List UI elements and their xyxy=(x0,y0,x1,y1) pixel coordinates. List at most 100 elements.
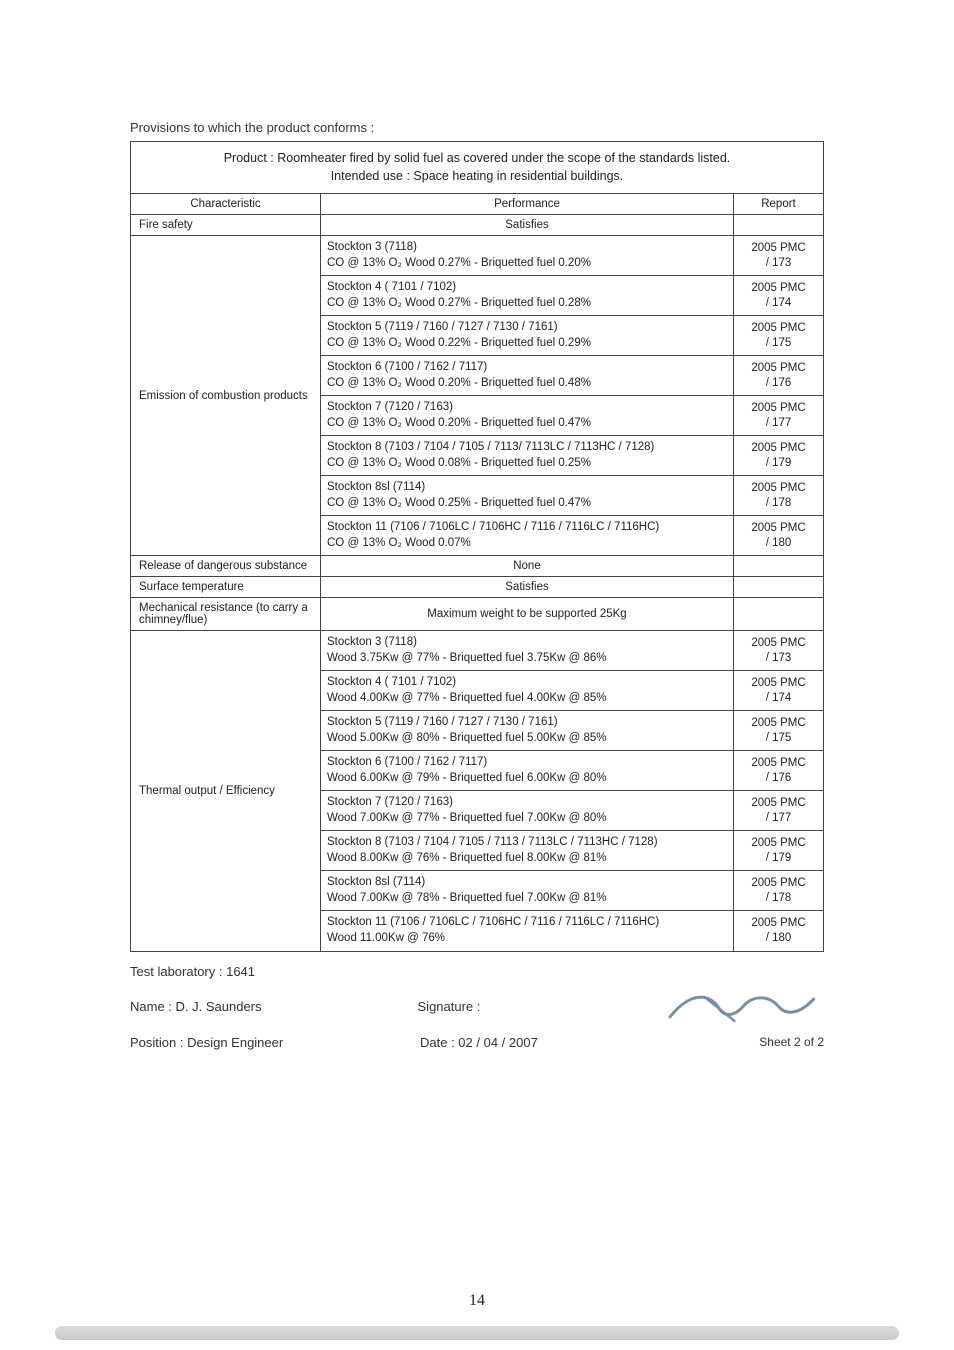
product-header-line2: Intended use : Space heating in resident… xyxy=(331,169,624,183)
mechanical-report xyxy=(733,598,823,631)
thermal-perf-3: Stockton 6 (7100 / 7162 / 7117) Wood 6.0… xyxy=(321,751,734,791)
signer-name: Name : D. J. Saunders xyxy=(130,999,418,1014)
cell-line: / 173 xyxy=(766,652,792,664)
thermal-perf-1: Stockton 4 ( 7101 / 7102) Wood 4.00Kw @ … xyxy=(321,671,734,711)
cell-line: / 178 xyxy=(766,892,792,904)
cell-line: CO @ 13% O₂ Wood 0.27% - Briquetted fuel… xyxy=(327,297,591,309)
emission-perf-4: Stockton 7 (7120 / 7163) CO @ 13% O₂ Woo… xyxy=(321,396,734,436)
cell-line: / 173 xyxy=(766,257,792,269)
cell-line: 2005 PMC xyxy=(751,797,805,809)
signature-icon xyxy=(665,987,824,1027)
cell-line: Stockton 8 (7103 / 7104 / 7105 / 7113 / … xyxy=(327,836,658,848)
position-date-row: Position : Design Engineer Date : 02 / 0… xyxy=(130,1035,824,1050)
column-header-row: Characteristic Performance Report xyxy=(131,194,824,215)
thermal-perf-6: Stockton 8sl (7114) Wood 7.00Kw @ 78% - … xyxy=(321,871,734,911)
fire-safety-perf: Satisfies xyxy=(321,215,734,236)
cell-line: Wood 6.00Kw @ 79% - Briquetted fuel 6.00… xyxy=(327,772,606,784)
thermal-char: Thermal output / Efficiency xyxy=(131,631,321,951)
cell-line: Wood 5.00Kw @ 80% - Briquetted fuel 5.00… xyxy=(327,732,606,744)
emission-perf-3: Stockton 6 (7100 / 7162 / 7117) CO @ 13%… xyxy=(321,356,734,396)
cell-line: CO @ 13% O₂ Wood 0.08% - Briquetted fuel… xyxy=(327,457,591,469)
cell-line: / 177 xyxy=(766,417,792,429)
cell-line: 2005 PMC xyxy=(751,757,805,769)
table-row: Thermal output / Efficiency Stockton 3 (… xyxy=(131,631,824,671)
cell-line: Wood 3.75Kw @ 77% - Briquetted fuel 3.75… xyxy=(327,652,606,664)
cell-line: CO @ 13% O₂ Wood 0.27% - Briquetted fuel… xyxy=(327,257,591,269)
cell-line: Wood 4.00Kw @ 77% - Briquetted fuel 4.00… xyxy=(327,692,606,704)
cell-line: / 175 xyxy=(766,337,792,349)
cell-line: Wood 7.00Kw @ 78% - Briquetted fuel 7.00… xyxy=(327,892,606,904)
emission-report-4: 2005 PMC / 177 xyxy=(733,396,823,436)
cell-line: / 179 xyxy=(766,457,792,469)
thermal-perf-5: Stockton 8 (7103 / 7104 / 7105 / 7113 / … xyxy=(321,831,734,871)
cell-line: Stockton 11 (7106 / 7106LC / 7106HC / 71… xyxy=(327,521,659,533)
document-page: Provisions to which the product conforms… xyxy=(0,0,954,1350)
cell-line: / 178 xyxy=(766,497,792,509)
signer-position: Position : Design Engineer xyxy=(130,1035,420,1050)
release-report xyxy=(733,556,823,577)
release-row: Release of dangerous substance None xyxy=(131,556,824,577)
sign-date: Date : 02 / 04 / 2007 xyxy=(420,1035,670,1050)
cell-line: 2005 PMC xyxy=(751,282,805,294)
thermal-report-3: 2005 PMC / 176 xyxy=(733,751,823,791)
emission-report-5: 2005 PMC / 179 xyxy=(733,436,823,476)
mechanical-row: Mechanical resistance (to carry a chimne… xyxy=(131,598,824,631)
cell-line: Stockton 7 (7120 / 7163) xyxy=(327,796,453,808)
emission-perf-2: Stockton 5 (7119 / 7160 / 7127 / 7130 / … xyxy=(321,316,734,356)
thermal-report-0: 2005 PMC / 173 xyxy=(733,631,823,671)
release-char: Release of dangerous substance xyxy=(131,556,321,577)
cell-line: 2005 PMC xyxy=(751,677,805,689)
thermal-perf-4: Stockton 7 (7120 / 7163) Wood 7.00Kw @ 7… xyxy=(321,791,734,831)
thermal-report-2: 2005 PMC / 175 xyxy=(733,711,823,751)
cell-line: 2005 PMC xyxy=(751,242,805,254)
emission-perf-5: Stockton 8 (7103 / 7104 / 7105 / 7113/ 7… xyxy=(321,436,734,476)
cell-line: 2005 PMC xyxy=(751,482,805,494)
cell-line: 2005 PMC xyxy=(751,522,805,534)
surface-perf: Satisfies xyxy=(321,577,734,598)
cell-line: Stockton 7 (7120 / 7163) xyxy=(327,401,453,413)
cell-line: 2005 PMC xyxy=(751,442,805,454)
cell-line: / 174 xyxy=(766,297,792,309)
cell-line: / 176 xyxy=(766,377,792,389)
sheet-indicator: Sheet 2 of 2 xyxy=(759,1035,824,1049)
emission-report-7: 2005 PMC / 180 xyxy=(733,516,823,556)
thermal-report-1: 2005 PMC / 174 xyxy=(733,671,823,711)
conformity-table: Product : Roomheater fired by solid fuel… xyxy=(130,141,824,952)
cell-line: 2005 PMC xyxy=(751,717,805,729)
fire-safety-report xyxy=(733,215,823,236)
cell-line: / 180 xyxy=(766,537,792,549)
fire-safety-row: Fire safety Satisfies xyxy=(131,215,824,236)
cell-line: Stockton 11 (7106 / 7106LC / 7106HC / 71… xyxy=(327,916,659,928)
cell-line: Wood 7.00Kw @ 77% - Briquetted fuel 7.00… xyxy=(327,812,606,824)
test-laboratory: Test laboratory : 1641 xyxy=(130,964,255,979)
surface-report xyxy=(733,577,823,598)
cell-line: CO @ 13% O₂ Wood 0.20% - Briquetted fuel… xyxy=(327,417,591,429)
page-number: 14 xyxy=(0,1292,954,1310)
cell-line: / 177 xyxy=(766,812,792,824)
test-lab-row: Test laboratory : 1641 xyxy=(130,964,824,979)
cell-line: Stockton 6 (7100 / 7162 / 7117) xyxy=(327,361,487,373)
cell-line: Stockton 8 (7103 / 7104 / 7105 / 7113/ 7… xyxy=(327,441,654,453)
cell-line: 2005 PMC xyxy=(751,322,805,334)
emission-perf-7: Stockton 11 (7106 / 7106LC / 7106HC / 71… xyxy=(321,516,734,556)
thermal-report-4: 2005 PMC / 177 xyxy=(733,791,823,831)
cell-line: CO @ 13% O₂ Wood 0.25% - Briquetted fuel… xyxy=(327,497,591,509)
product-header-cell: Product : Roomheater fired by solid fuel… xyxy=(131,142,824,194)
fire-safety-char: Fire safety xyxy=(131,215,321,236)
emission-perf-1: Stockton 4 ( 7101 / 7102) CO @ 13% O₂ Wo… xyxy=(321,276,734,316)
emission-char: Emission of combustion products xyxy=(131,236,321,556)
cell-line: Wood 8.00Kw @ 76% - Briquetted fuel 8.00… xyxy=(327,852,606,864)
cell-line: CO @ 13% O₂ Wood 0.20% - Briquetted fuel… xyxy=(327,377,591,389)
emission-report-6: 2005 PMC / 178 xyxy=(733,476,823,516)
surface-row: Surface temperature Satisfies xyxy=(131,577,824,598)
thermal-perf-2: Stockton 5 (7119 / 7160 / 7127 / 7130 / … xyxy=(321,711,734,751)
product-header-line1: Product : Roomheater fired by solid fuel… xyxy=(224,151,731,165)
cell-line: 2005 PMC xyxy=(751,637,805,649)
cell-line: Stockton 5 (7119 / 7160 / 7127 / 7130 / … xyxy=(327,321,558,333)
cell-line: Stockton 3 (7118) xyxy=(327,241,417,253)
signature-label: Signature : xyxy=(418,999,666,1014)
col-characteristic: Characteristic xyxy=(131,194,321,215)
col-performance: Performance xyxy=(321,194,734,215)
thermal-report-7: 2005 PMC / 180 xyxy=(733,911,823,951)
provisions-heading: Provisions to which the product conforms… xyxy=(130,120,824,135)
